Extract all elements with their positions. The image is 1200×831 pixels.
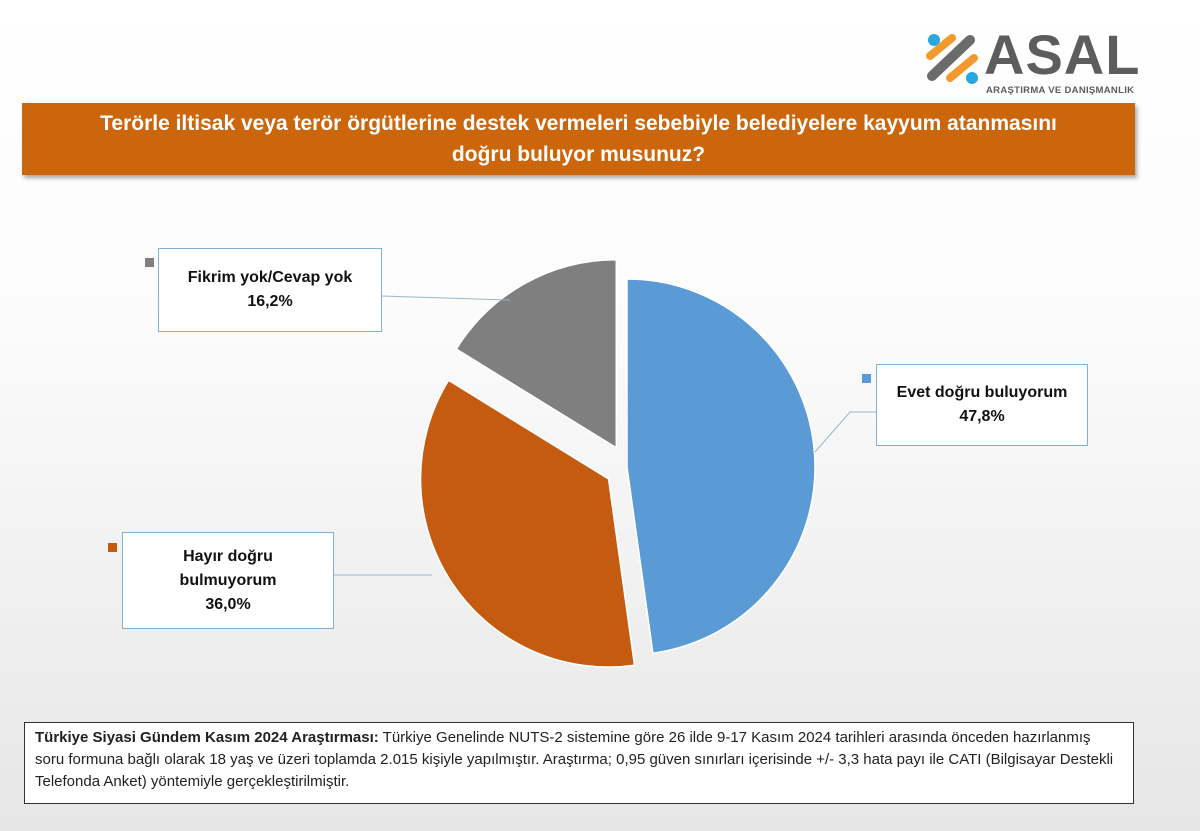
- slice-value: 47,8%: [959, 408, 1005, 425]
- footnote-heading: Türkiye Siyasi Gündem Kasım 2024 Araştır…: [35, 729, 379, 746]
- logo-text: ASAL: [984, 23, 1141, 86]
- slice-label: Fikrim yok/Cevap yok: [187, 269, 353, 286]
- leader-line-evet: [814, 411, 878, 453]
- chart-title-banner: Terörle iltisak veya terör örgütlerine d…: [22, 103, 1135, 175]
- leader-line-fikrim: [379, 295, 511, 301]
- slice-value: 16,2%: [247, 293, 293, 310]
- footnote-text: Türkiye Genelinde NUTS-2 sistemine göre …: [35, 729, 1114, 790]
- data-label-hayir: Hayır doğru bulmuyorum 36,0%: [122, 532, 334, 629]
- slice-label: Hayır doğru bulmuyorum: [179, 547, 277, 589]
- pie-slice-1: [419, 379, 636, 668]
- methodology-footnote: Türkiye Siyasi Gündem Kasım 2024 Araştır…: [24, 722, 1134, 804]
- pie-slice-2: [455, 259, 618, 450]
- pie-slice-0: [626, 278, 816, 655]
- legend-key-hayir: [108, 543, 117, 552]
- chart-title: Terörle iltisak veya terör örgütlerine d…: [100, 112, 1057, 166]
- data-label-fikrim: Fikrim yok/Cevap yok 16,2%: [158, 248, 382, 332]
- slice-label: Evet doğru buluyorum: [896, 384, 1068, 401]
- logo-mark-icon: [926, 34, 978, 84]
- legend-key-evet: [862, 374, 871, 383]
- logo-subtitle: ARAŞTIRMA VE DANIŞMANLIK: [986, 85, 1135, 96]
- data-label-evet: Evet doğru buluyorum 47,8%: [876, 364, 1088, 446]
- legend-key-fikrim: [145, 258, 154, 267]
- slice-value: 36,0%: [205, 595, 251, 613]
- asal-logo: ASAL ARAŞTIRMA VE DANIŞMANLIK: [922, 23, 1141, 98]
